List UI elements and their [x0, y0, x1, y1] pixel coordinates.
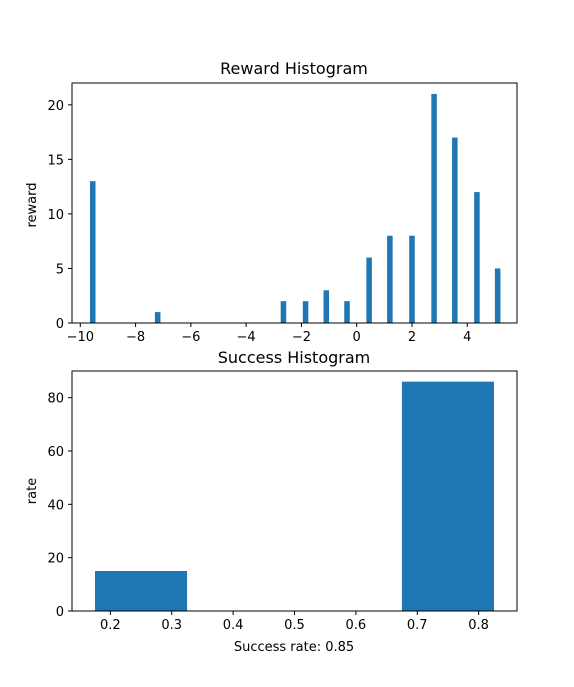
reward-histogram-bar [323, 290, 330, 323]
success-histogram-xticks: 0.2 0.3 0.4 0.5 0.6 0.7 0.8 [100, 611, 489, 633]
success-histogram-ytick-label: 20 [47, 552, 64, 567]
reward-histogram-title: Reward Histogram [220, 59, 368, 78]
success-histogram: Success Histogram rate Success rate: 0.8… [25, 348, 518, 655]
reward-histogram-xtick-label: −6 [181, 330, 200, 345]
reward-histogram-bar [431, 93, 437, 323]
success-histogram-yticks: 0 20 40 60 80 [47, 392, 72, 620]
reward-histogram-bar [494, 268, 501, 323]
reward-histogram-xtick-label: 2 [408, 330, 416, 345]
success-histogram-ylabel: rate [25, 478, 40, 504]
reward-histogram-xtick-label: −10 [67, 330, 94, 345]
reward-histogram-xticks: −10 −8 −6 −4 −2 0 2 4 [67, 323, 471, 345]
success-histogram-ytick-label: 80 [47, 392, 64, 407]
success-histogram-xtick-label: 0.6 [346, 618, 367, 633]
success-histogram-ytick-label: 40 [47, 498, 64, 513]
reward-histogram-bar [89, 181, 96, 323]
reward-histogram-bar [154, 312, 161, 323]
reward-histogram-yticks: 0 5 10 15 20 [47, 99, 72, 332]
success-histogram-xtick-label: 0.3 [161, 618, 182, 633]
reward-histogram-bar [344, 301, 350, 323]
reward-histogram-ytick-label: 10 [47, 208, 64, 223]
success-histogram-xtick-label: 0.8 [468, 618, 489, 633]
reward-histogram-xtick-label: −2 [292, 330, 311, 345]
reward-histogram-bar [366, 257, 372, 323]
reward-histogram-xtick-label: −8 [126, 330, 145, 345]
success-histogram-xtick-label: 0.5 [284, 618, 305, 633]
success-histogram-bar [401, 381, 494, 611]
success-histogram-title: Success Histogram [218, 348, 371, 367]
reward-histogram-xtick-label: −4 [237, 330, 256, 345]
reward-histogram-bar [474, 192, 480, 323]
reward-histogram-bar [302, 301, 309, 323]
reward-histogram-ytick-label: 20 [47, 99, 64, 114]
success-histogram-xlabel: Success rate: 0.85 [234, 640, 354, 655]
success-histogram-xtick-label: 0.7 [407, 618, 428, 633]
reward-histogram-xtick-label: 0 [353, 330, 361, 345]
success-histogram-bar [95, 571, 188, 611]
success-histogram-xtick-label: 0.4 [223, 618, 244, 633]
success-histogram-bars [95, 381, 494, 611]
reward-histogram-ytick-label: 15 [47, 153, 64, 168]
success-histogram-ytick-label: 0 [56, 605, 64, 620]
success-histogram-ytick-label: 60 [47, 445, 64, 460]
reward-histogram-axes-frame [71, 82, 518, 324]
success-histogram-axes-frame [71, 370, 518, 612]
reward-histogram-bar [387, 235, 393, 323]
reward-histogram-bar [409, 235, 415, 323]
reward-histogram-bar [280, 301, 287, 323]
reward-histogram-ytick-label: 5 [56, 262, 64, 277]
reward-histogram-bars [89, 93, 501, 323]
reward-histogram: Reward Histogram reward −10 −8 −6 −4 −2 0 2 4 0… [25, 59, 518, 345]
reward-histogram-ytick-label: 0 [56, 317, 64, 332]
reward-histogram-xtick-label: 4 [463, 330, 471, 345]
reward-histogram-bar [452, 137, 458, 323]
success-histogram-xtick-label: 0.2 [100, 618, 121, 633]
reward-histogram-ylabel: reward [25, 182, 40, 227]
